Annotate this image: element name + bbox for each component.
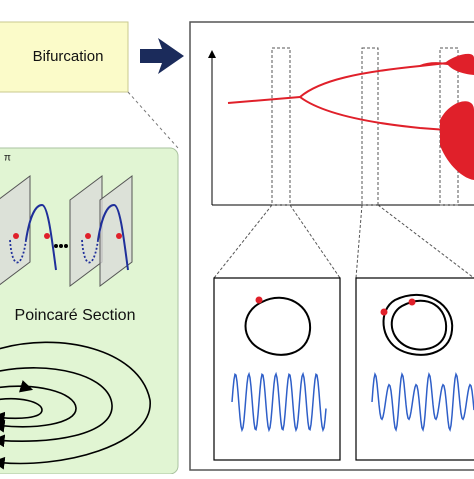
section-plane [99,175,133,287]
poincare-point [44,233,50,239]
trajectory [9,239,27,264]
poincare-point [380,308,388,316]
arrow [140,38,184,74]
time-series [371,371,474,433]
trajectory [25,203,57,271]
time-series [231,371,327,433]
planes [0,175,133,287]
trajectory [97,203,129,271]
poincare-point [13,233,19,239]
phase-label: π [4,153,11,164]
poincare-point [408,298,416,306]
poincare-point [116,233,122,239]
trajectory [81,239,99,264]
spiral [0,341,151,470]
chaos-region [440,53,474,180]
ellipsis-dot [59,244,63,248]
poincare-point [255,296,263,304]
connector [127,91,179,149]
limit-cycle [244,296,312,356]
ellipsis-dot [54,244,58,248]
poincare-label: Poincaré Section [15,307,136,324]
orbit-box [213,277,341,461]
period-two-cycle [382,293,454,356]
orbit-box [355,277,474,461]
ellipsis-dot [64,244,68,248]
bifurcation-label: Bifurcation [33,48,104,65]
poincare-point [85,233,91,239]
bifurcation-box [0,21,129,93]
